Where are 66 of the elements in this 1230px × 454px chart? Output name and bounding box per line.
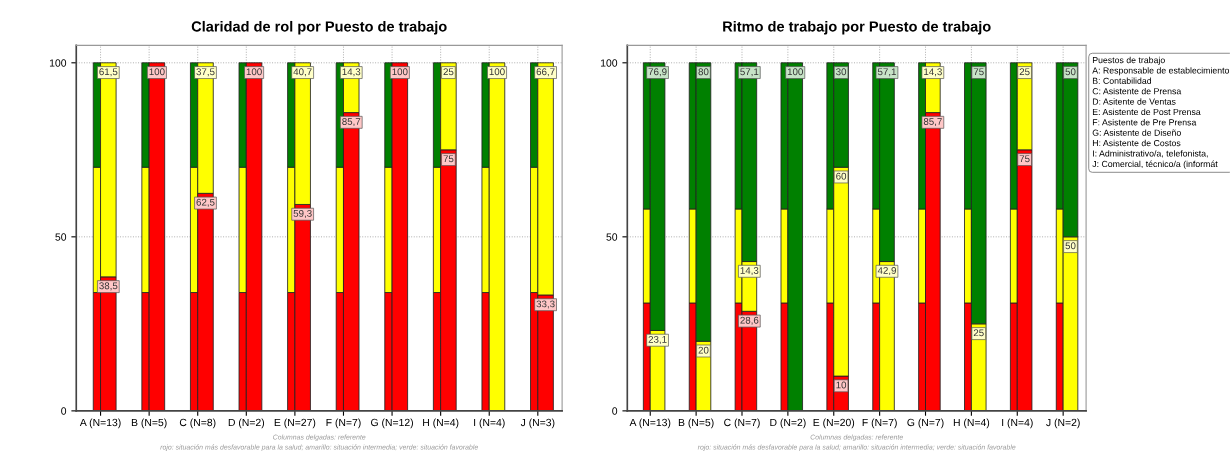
x-tick-label: J (N=2) <box>1046 418 1080 429</box>
data-label: 25 <box>973 329 984 337</box>
data-label: 57,1 <box>877 68 896 77</box>
x-tick-label: F (N=7) <box>326 418 361 429</box>
chart-title: Ritmo de trabajo por Puesto de trabajo <box>723 20 991 35</box>
x-tick-label: A (N=13) <box>629 418 671 429</box>
chart-title: Claridad de rol por Puesto de trabajo <box>191 20 447 35</box>
data-label: 100 <box>392 68 408 76</box>
text: Puestos de trabajo A: Responsable de establecimiento B: Contabilidad C: Asistente de Prensa D: Asitente de Ventas E: Asistente de Post Prensa F: Asistente de Pre Prensa G: Asistente de Diseño H: Asistente de Costos I: Administrativo/a, telefonista, J: Comercial, técnico/a (informát <box>1092 56 1230 169</box>
data-label: 85,7 <box>342 118 361 127</box>
x-tick-label: D (N=2) <box>228 418 265 429</box>
data-label: 14,3 <box>342 68 361 77</box>
data-label: 50 <box>1065 242 1076 250</box>
x-tick-label: G (N=12) <box>371 418 413 429</box>
data-label: 57,1 <box>740 68 759 77</box>
data-label: 75 <box>1019 155 1030 163</box>
x-tick-label: J (N=3) <box>520 418 555 429</box>
x-tick-label: D (N=2) <box>770 418 806 429</box>
x-tick-label: I (N=4) <box>1002 418 1033 429</box>
y-tick-label: 100 <box>600 59 618 67</box>
x-tick-label: B (N=5) <box>678 418 714 429</box>
x-tick-label: C (N=8) <box>179 418 216 429</box>
data-label: 60 <box>836 172 847 180</box>
x-tick-label: I (N=4) <box>474 418 505 429</box>
data-label: 62,5 <box>196 198 215 207</box>
data-label: 42,9 <box>877 267 896 276</box>
x-tick-label: A (N=13) <box>79 418 121 429</box>
data-label: 28,6 <box>740 316 759 325</box>
data-label: 37,5 <box>196 68 215 77</box>
data-label: 33,3 <box>536 300 555 309</box>
data-label: 23,1 <box>648 335 667 344</box>
data-label: 80 <box>698 68 709 76</box>
x-tick-label: E (N=20) <box>813 418 855 429</box>
x-tick-label: E (N=27) <box>274 418 316 429</box>
data-label: 30 <box>836 68 847 76</box>
x-tick-label: F (N=7) <box>862 418 897 429</box>
y-tick-label: 50 <box>55 233 67 241</box>
data-label: 100 <box>787 68 803 76</box>
data-label: 10 <box>836 381 847 389</box>
y-tick-label: 0 <box>61 407 67 415</box>
y-tick-label: 50 <box>606 233 618 241</box>
data-label: 59,3 <box>293 209 312 218</box>
data-label: 38,5 <box>99 282 118 291</box>
data-label: 75 <box>443 155 454 163</box>
data-label: 75 <box>973 68 984 76</box>
x-tick-label: G (N=7) <box>907 418 944 429</box>
data-label: 25 <box>443 68 454 76</box>
data-label: 66,7 <box>536 68 555 77</box>
x-tick-label: C (N=7) <box>724 418 760 429</box>
y-tick-label: 0 <box>612 407 618 415</box>
x-tick-label: B (N=5) <box>131 418 167 429</box>
data-label: 50 <box>1065 68 1076 76</box>
data-label: 100 <box>149 68 165 76</box>
data-label: 100 <box>489 68 505 76</box>
data-label: 61,5 <box>99 68 118 77</box>
data-label: 40,7 <box>293 68 312 77</box>
data-label: 14,3 <box>924 68 942 77</box>
data-label: 76,9 <box>648 68 667 77</box>
data-label: 20 <box>698 346 709 354</box>
x-tick-label: H (N=4) <box>953 418 990 429</box>
data-label: 100 <box>246 68 262 76</box>
y-tick-label: 100 <box>49 59 67 67</box>
data-label: 85,7 <box>923 118 942 127</box>
data-label: 25 <box>1019 68 1030 76</box>
x-tick-label: H (N=4) <box>423 418 459 429</box>
data-label: 14,3 <box>740 267 759 276</box>
